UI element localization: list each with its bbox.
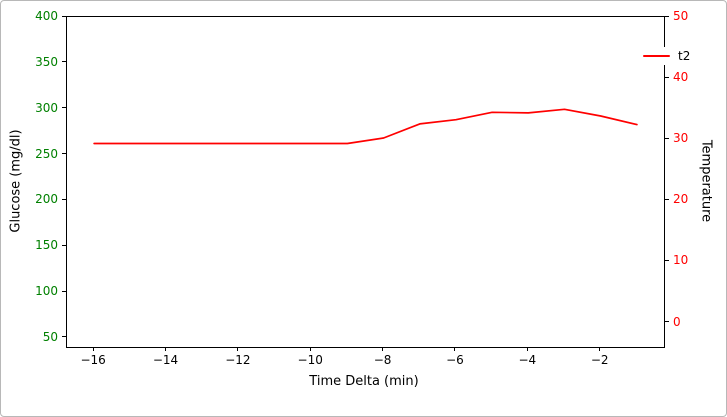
x-tick-label: −8 (373, 353, 392, 367)
right-y-tick-mark (665, 15, 669, 17)
left-y-tick-mark (62, 244, 66, 246)
left-y-axis-label: Glucose (mg/dl) (8, 129, 24, 233)
x-tick-mark (599, 347, 601, 351)
x-tick-label: −16 (80, 353, 106, 367)
x-tick-mark (237, 347, 239, 351)
right-y-tick-label: 20 (673, 192, 689, 207)
left-y-tick-label: 350 (35, 54, 58, 69)
x-tick-mark (165, 347, 166, 351)
left-y-tick-label: 250 (35, 146, 58, 161)
legend: t2 (639, 47, 695, 65)
left-y-tick-label: 300 (35, 100, 58, 115)
plot-area: t2 (66, 16, 695, 348)
right-y-tick-label: 30 (673, 131, 689, 146)
left-y-tick-mark (62, 107, 66, 109)
left-y-tick-mark (62, 61, 66, 63)
right-y-tick-label: 0 (673, 314, 681, 329)
x-tick-mark (92, 347, 94, 351)
left-y-tick-mark (62, 198, 66, 200)
x-tick-mark (382, 347, 384, 351)
series-line-t2 (93, 108, 638, 145)
x-tick-mark (454, 347, 456, 351)
left-y-tick-mark (62, 336, 66, 338)
x-tick-label: −14 (152, 353, 179, 367)
right-y-tick-label: 40 (673, 70, 689, 85)
left-y-tick-label: 200 (35, 192, 58, 207)
x-tick-mark (526, 347, 528, 351)
right-y-tick-mark (665, 137, 669, 139)
right-y-axis-label: Temperature (698, 139, 714, 223)
x-axis-label: Time Delta (min) (309, 374, 419, 389)
x-tick-mark (309, 347, 311, 351)
left-y-tick-label: 150 (35, 238, 58, 253)
left-y-tick-mark (62, 15, 66, 17)
x-tick-label: −4 (518, 353, 537, 367)
legend-label: t2 (678, 49, 691, 63)
right-y-tick-label: 10 (673, 253, 689, 268)
right-y-tick-mark (665, 259, 669, 261)
right-y-tick-mark (665, 198, 669, 200)
left-y-tick-label: 400 (35, 9, 58, 23)
x-tick-label: −10 (297, 353, 323, 367)
right-y-tick-label: 50 (673, 9, 689, 23)
x-tick-label: −6 (446, 353, 464, 367)
left-y-tick-mark (62, 153, 66, 154)
right-y-tick-mark (665, 321, 669, 323)
left-y-tick-label: 100 (35, 284, 58, 298)
right-y-tick-mark (665, 76, 669, 78)
x-tick-label: −12 (225, 353, 251, 367)
legend-line-swatch (643, 55, 670, 57)
left-y-tick-label: 50 (42, 329, 58, 344)
line-chart-canvas (93, 108, 638, 145)
left-y-tick-mark (62, 290, 66, 292)
x-tick-label: −2 (590, 353, 609, 367)
